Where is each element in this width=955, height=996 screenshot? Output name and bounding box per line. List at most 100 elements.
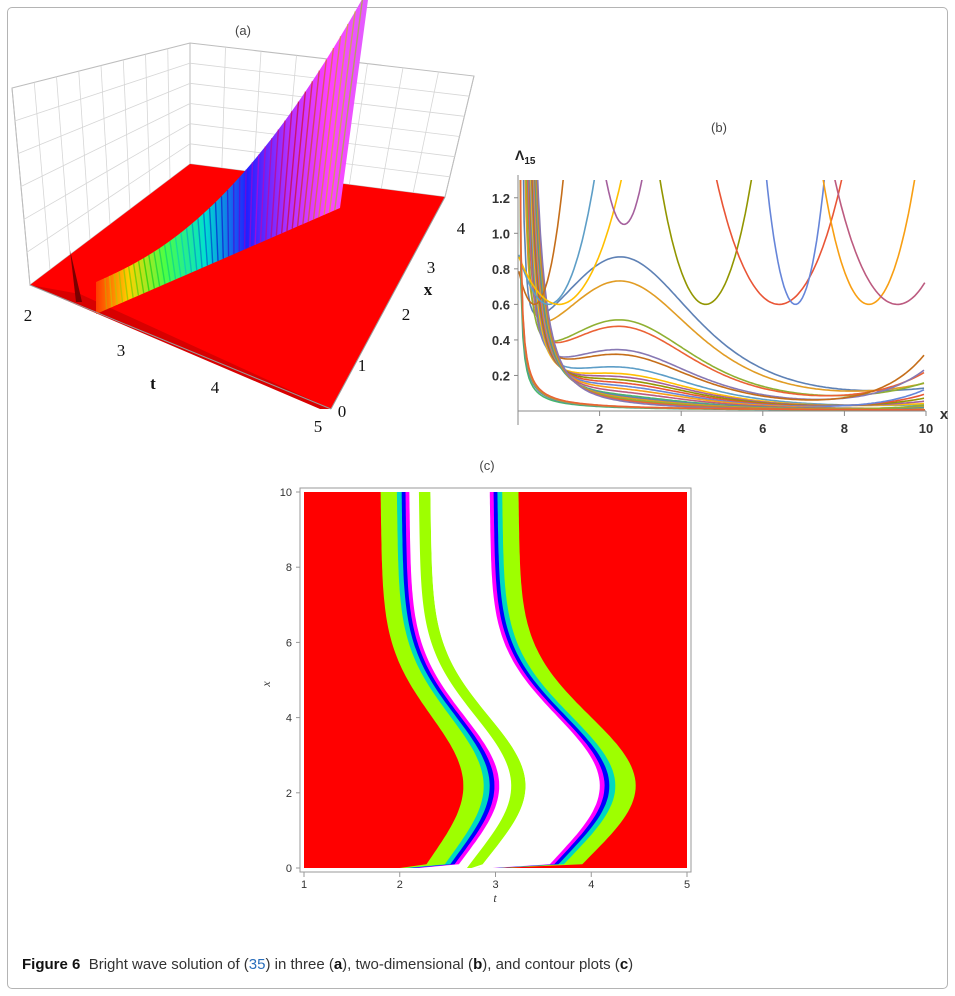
box-front-edges xyxy=(29,196,446,410)
b-series-line xyxy=(822,180,916,306)
contour-inner-band xyxy=(418,492,526,868)
caption-c: c xyxy=(619,956,629,973)
c-x-tick-1: 2 xyxy=(397,879,403,891)
b-series-line xyxy=(522,180,925,392)
caption-text-2: ), two-dimensional ( xyxy=(342,956,474,973)
caption-text-4: ) xyxy=(628,956,634,973)
a-x-axis-label: x xyxy=(424,280,433,299)
b-series-line xyxy=(528,180,925,401)
b-series-line xyxy=(519,180,925,411)
c-x-tick-2: 3 xyxy=(492,879,498,891)
ridge-spike xyxy=(238,176,241,252)
ridge-spike xyxy=(254,154,260,245)
b-x-axis-label: x xyxy=(940,406,949,423)
b-series-line xyxy=(659,180,753,306)
ridge-spike xyxy=(153,251,161,287)
grid-line xyxy=(26,143,191,253)
b-x-tick-4: 10 xyxy=(919,421,933,436)
grid-line xyxy=(17,82,191,155)
ridge-spike xyxy=(142,258,150,292)
ridge-spike xyxy=(334,0,364,211)
ridge-spike xyxy=(270,129,280,239)
caption-b: b xyxy=(473,956,483,973)
b-series-line xyxy=(518,180,596,306)
c-y-tick-4: 8 xyxy=(286,562,292,574)
b-curves xyxy=(518,0,926,411)
panel-b-line-plot: (b) Λ15 2 4 6 8 10 0.2 0.4 0.6 0.8 1.0 1.2 x xyxy=(492,0,949,436)
b-x-tick-2: 6 xyxy=(759,421,766,436)
c-x-tick-0: 1 xyxy=(301,879,307,891)
caption-a: a xyxy=(333,956,343,973)
ridge-spike xyxy=(148,254,156,289)
c-x-tick-3: 4 xyxy=(588,879,594,891)
b-x-tick-3: 8 xyxy=(841,421,848,436)
b-series-line xyxy=(765,180,826,306)
b-series-line xyxy=(519,180,925,411)
b-y-tick-3: 0.8 xyxy=(492,262,510,277)
ridge-spike xyxy=(169,240,177,280)
c-x-tick-4: 5 xyxy=(684,879,690,891)
b-y-tick-0: 0.2 xyxy=(492,368,510,383)
a-t-axis-label: t xyxy=(150,374,156,393)
b-series-line xyxy=(519,180,925,411)
c-y-tick-2: 4 xyxy=(286,713,292,725)
b-x-tick-1: 4 xyxy=(678,421,686,436)
ridge-spike xyxy=(113,273,118,305)
c-y-tick-3: 6 xyxy=(286,637,292,649)
ridge-spike xyxy=(243,169,247,250)
b-y-tick-4: 1.0 xyxy=(492,226,510,241)
ridge-spike xyxy=(163,244,171,282)
ridge-spike xyxy=(127,266,134,298)
c-y-axis-label: x xyxy=(259,681,273,688)
ridge-spike xyxy=(226,189,230,257)
ridge-spike xyxy=(259,146,266,243)
ridge-spike xyxy=(291,91,307,229)
caption-text-1: ) in three ( xyxy=(265,956,334,973)
b-series-line xyxy=(527,180,925,401)
grid-line xyxy=(20,103,191,187)
ridge-spike xyxy=(208,207,214,264)
ridge-spike xyxy=(118,271,124,303)
surface-base xyxy=(30,164,445,409)
ridge-spike xyxy=(328,11,356,213)
panel-c-label: (c) xyxy=(479,458,494,473)
caption-text-3: ), and contour plots ( xyxy=(482,956,620,973)
equation-reference-link[interactable]: 35 xyxy=(248,956,266,973)
grid-line xyxy=(14,62,191,122)
c-y-tick-5: 10 xyxy=(280,487,292,499)
b-series-line xyxy=(519,180,925,411)
ridge-spike xyxy=(312,47,335,220)
a-t-tick-1: 3 xyxy=(117,341,126,360)
ridge-spike xyxy=(108,275,113,308)
b-series-line xyxy=(834,180,926,306)
b-y-tick-2: 0.6 xyxy=(492,297,510,312)
c-y-tick-0: 0 xyxy=(286,863,292,875)
ridge-spike xyxy=(191,223,198,271)
ridge-spike xyxy=(214,202,219,262)
b-y-tick-1: 0.4 xyxy=(492,333,511,348)
b-series-line xyxy=(519,180,925,411)
ridge-spike xyxy=(180,232,187,275)
b-series-line xyxy=(519,0,925,226)
ridge-spike xyxy=(203,213,209,266)
panel-b-label: (b) xyxy=(711,120,727,135)
surface-ridge xyxy=(70,0,368,314)
ridge-spike xyxy=(197,218,203,268)
ridge-spike xyxy=(137,260,145,294)
a-x-tick-4: 4 xyxy=(457,219,466,238)
figure-frame xyxy=(7,7,948,989)
b-series-line xyxy=(526,180,925,397)
ridge-spike xyxy=(296,81,313,227)
caption-label: Figure 6 xyxy=(22,956,81,973)
ridge-spike xyxy=(307,59,328,222)
b-x-tick-0: 2 xyxy=(596,421,603,436)
b-y-tick-5: 1.2 xyxy=(492,191,510,206)
b-y-axis-label: Λ15 xyxy=(515,147,536,167)
b-series-line xyxy=(524,180,925,392)
a-x-tick-2: 2 xyxy=(402,305,411,324)
panel-c-contour-plot: (c) 1 2 3 4 5 0 2 4 6 8 10 t x xyxy=(259,458,692,905)
b-series-line xyxy=(532,180,925,408)
b-series-line xyxy=(519,0,925,384)
c-axes: 1 2 3 4 5 0 2 4 6 8 10 xyxy=(280,487,690,891)
